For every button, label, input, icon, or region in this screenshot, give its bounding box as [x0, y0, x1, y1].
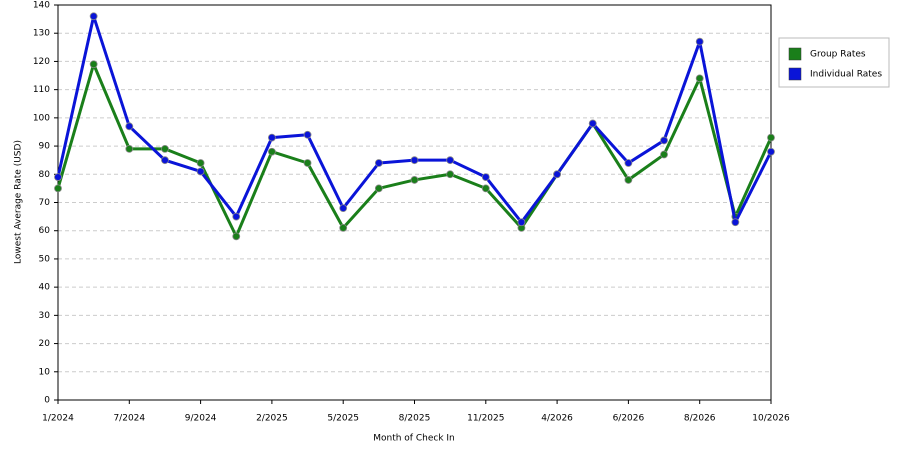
y-tick-label: 140	[33, 1, 50, 11]
y-tick-label: 120	[33, 57, 50, 67]
x-tick-label: 8/2026	[684, 414, 716, 424]
y-tick-label: 60	[39, 226, 51, 236]
y-tick-label: 0	[44, 396, 50, 406]
data-point	[267, 133, 276, 142]
x-tick-label: 1/2024	[42, 414, 74, 424]
data-point	[553, 170, 561, 179]
y-tick-label: 70	[39, 198, 51, 208]
data-point	[303, 159, 312, 167]
legend-label: Group Rates	[810, 50, 866, 60]
data-point	[446, 156, 455, 165]
data-point	[374, 159, 383, 167]
y-tick-label: 100	[33, 113, 50, 123]
data-point	[767, 147, 775, 156]
data-point	[54, 173, 62, 182]
data-point	[695, 37, 704, 46]
data-point	[125, 122, 134, 131]
y-tick-label: 80	[39, 170, 51, 180]
data-point	[232, 212, 241, 221]
data-point	[410, 156, 419, 165]
data-point	[481, 173, 490, 182]
y-tick-label: 110	[33, 85, 50, 95]
data-point	[54, 184, 62, 193]
data-point	[446, 170, 455, 179]
data-point	[125, 144, 134, 153]
data-point	[161, 144, 169, 153]
data-point	[481, 184, 490, 193]
data-point	[339, 223, 348, 232]
y-axis-label: Lowest Average Rate (USD)	[14, 140, 24, 264]
data-point	[767, 133, 775, 142]
y-tick-label: 30	[39, 311, 51, 321]
data-point	[624, 159, 633, 167]
y-tick-label: 90	[39, 142, 51, 152]
series-line	[56, 14, 773, 224]
x-tick-label: 5/2025	[327, 414, 359, 424]
data-point	[196, 167, 205, 176]
x-tick-label: 2/2025	[256, 414, 288, 424]
x-tick-label: 7/2024	[113, 414, 145, 424]
data-point	[89, 60, 98, 69]
data-point	[339, 204, 348, 213]
x-axis-label: Month of Check In	[373, 434, 455, 444]
y-tick-label: 20	[39, 339, 51, 349]
legend-label: Individual Rates	[810, 70, 882, 80]
y-tick-label: 130	[33, 29, 50, 39]
data-point	[731, 218, 740, 227]
x-tick-label: 11/2025	[467, 414, 504, 424]
legend-swatch	[788, 67, 802, 81]
data-point	[588, 119, 597, 128]
data-point	[196, 159, 205, 167]
data-point	[410, 176, 419, 184]
x-tick-label: 4/2026	[541, 414, 573, 424]
y-tick-label: 50	[39, 254, 51, 264]
legend-swatch	[788, 47, 802, 61]
data-point	[517, 218, 526, 227]
data-point	[660, 150, 668, 159]
data-point	[624, 176, 633, 184]
data-point	[374, 184, 383, 193]
data-point	[267, 147, 276, 156]
data-point	[695, 74, 704, 83]
data-point	[660, 136, 668, 145]
y-tick-label: 40	[39, 283, 51, 293]
data-point	[89, 12, 98, 21]
data-point	[303, 130, 312, 139]
x-tick-label: 9/2024	[185, 414, 217, 424]
x-tick-label: 8/2025	[399, 414, 431, 424]
x-tick-label: 6/2026	[613, 414, 645, 424]
x-tick-label: 10/2026	[752, 414, 790, 424]
data-point	[232, 232, 241, 241]
y-tick-label: 10	[39, 367, 51, 377]
data-point	[161, 156, 169, 165]
